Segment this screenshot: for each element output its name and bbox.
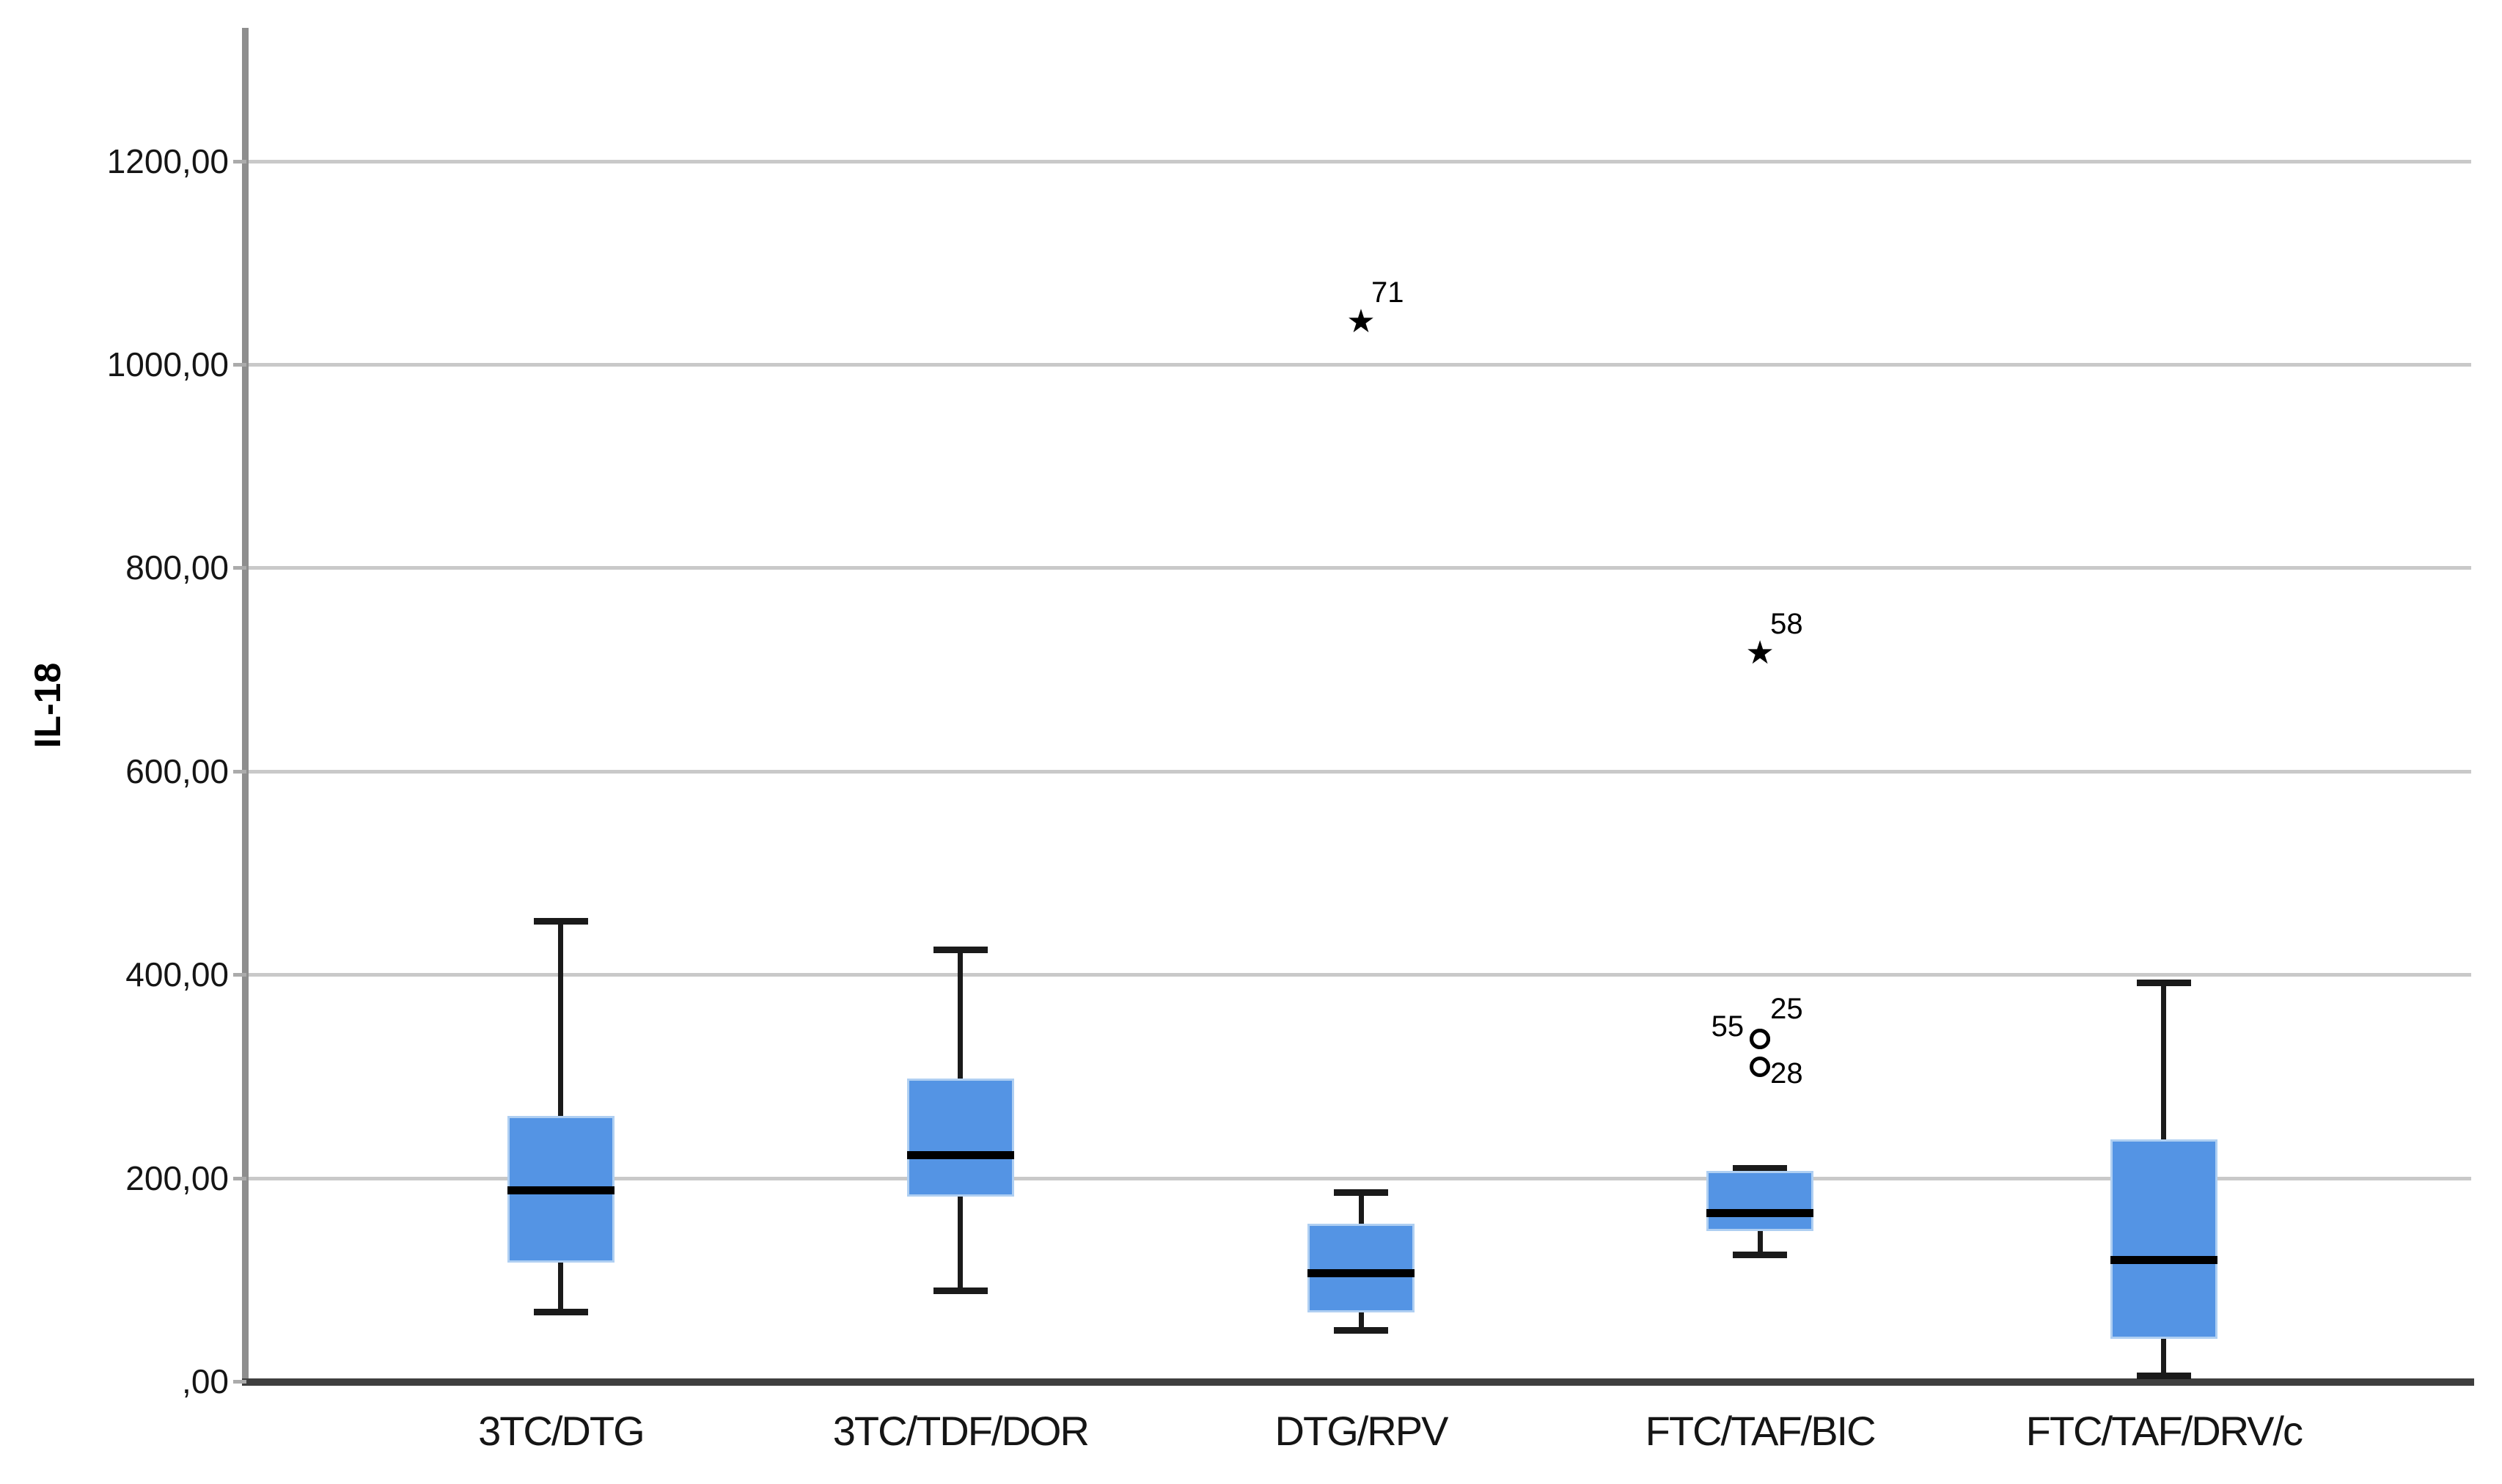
lower-whisker-line	[558, 1262, 564, 1312]
lower-whisker-line	[958, 1196, 964, 1291]
upper-whisker-cap	[2136, 980, 2191, 987]
x-axis-line	[242, 1378, 2474, 1386]
x-category-label: DTG/RPV	[1274, 1408, 1449, 1454]
x-category-label: 3TC/TDF/DOR	[832, 1408, 1090, 1454]
y-tick-label: 1200,00	[106, 142, 229, 180]
outlier-circle-marker	[1750, 1028, 1771, 1049]
y-axis-title: IL-18	[27, 662, 68, 749]
median-line	[906, 1150, 1014, 1159]
gridline	[249, 363, 2471, 367]
lower-whisker-cap	[1334, 1326, 1388, 1334]
lower-whisker-line	[1358, 1312, 1364, 1331]
y-tick-mark	[233, 973, 246, 977]
box-iqr	[2110, 1139, 2217, 1339]
median-line	[507, 1186, 615, 1195]
y-tick-mark	[233, 769, 246, 774]
gridline	[249, 1176, 2471, 1180]
gridline	[249, 973, 2471, 977]
y-axis-line	[242, 28, 249, 1386]
lower-whisker-cap	[533, 1308, 588, 1315]
x-category-label: 3TC/DTG	[478, 1408, 645, 1454]
y-tick-label: 400,00	[125, 955, 229, 994]
y-tick-label: 1000,00	[106, 345, 229, 384]
gridline	[249, 159, 2471, 164]
x-category-label: FTC/TAF/BIC	[1645, 1408, 1876, 1454]
gridline	[249, 769, 2471, 774]
y-tick-mark	[233, 159, 246, 164]
upper-whisker-line	[1358, 1192, 1364, 1224]
box-iqr	[1307, 1224, 1415, 1312]
lower-whisker-cap	[2136, 1373, 2191, 1380]
median-line	[1706, 1208, 1814, 1217]
gridline	[249, 566, 2471, 570]
outlier-case-label: 58	[1770, 608, 1803, 641]
box-iqr	[906, 1078, 1014, 1197]
y-tick-mark	[233, 566, 246, 570]
upper-whisker-cap	[1733, 1164, 1788, 1172]
y-tick-label: 800,00	[125, 548, 229, 587]
upper-whisker-cap	[1334, 1189, 1388, 1197]
lower-whisker-cap	[1733, 1252, 1788, 1259]
lower-whisker-line	[2161, 1338, 2167, 1377]
y-tick-mark	[233, 363, 246, 367]
upper-whisker-line	[2161, 982, 2167, 1139]
median-line	[1307, 1268, 1415, 1277]
outlier-case-label: 28	[1770, 1057, 1803, 1090]
upper-whisker-line	[958, 949, 964, 1079]
extreme-outlier-star-marker: ★	[1745, 635, 1775, 672]
upper-whisker-line	[558, 920, 564, 1116]
median-line	[2110, 1255, 2217, 1264]
upper-whisker-cap	[933, 946, 988, 953]
extreme-outlier-star-marker: ★	[1346, 304, 1376, 340]
outlier-case-label: 25	[1770, 992, 1803, 1025]
y-tick-mark	[233, 1176, 246, 1180]
y-tick-mark	[233, 1380, 246, 1384]
lower-whisker-cap	[933, 1287, 988, 1294]
x-category-label: FTC/TAF/DRV/c	[2025, 1408, 2303, 1454]
y-tick-label: 600,00	[125, 752, 229, 790]
y-tick-label: ,00	[182, 1362, 229, 1400]
upper-whisker-cap	[533, 917, 588, 925]
outlier-case-label: 71	[1371, 276, 1404, 309]
lower-whisker-line	[1757, 1230, 1763, 1256]
y-tick-label: 200,00	[125, 1158, 229, 1197]
box-iqr	[1706, 1170, 1814, 1231]
outlier-case-label: 55	[1711, 1010, 1745, 1043]
plot-area: ★ 71 ★ 58 55 25 28	[249, 28, 2471, 1381]
outlier-circle-marker	[1750, 1057, 1771, 1078]
